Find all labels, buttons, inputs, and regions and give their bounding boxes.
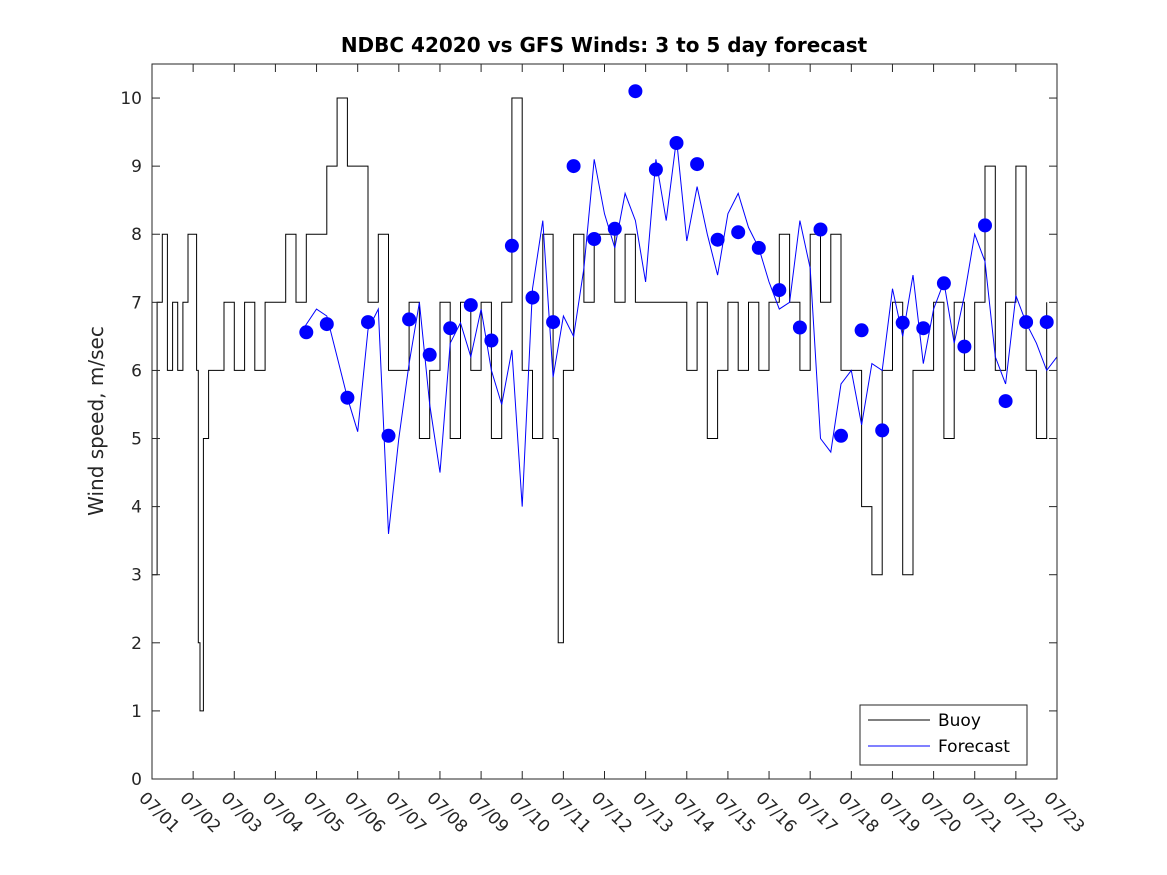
forecast-marker: [628, 84, 643, 99]
forecast-marker: [1019, 315, 1034, 330]
forecast-marker: [834, 428, 848, 443]
series-line-forecast: [302, 138, 1058, 534]
forecast-marker: [484, 333, 499, 348]
y-tick-label: 0: [131, 770, 142, 790]
forecast-marker: [504, 238, 519, 253]
y-tick-label: 2: [131, 634, 142, 654]
series-line-buoy: [152, 97, 1048, 712]
forecast-marker: [813, 222, 828, 237]
forecast-marker: [340, 390, 355, 405]
forecast-marker: [690, 157, 705, 172]
forecast-marker: [669, 136, 684, 150]
y-tick-label: 1: [131, 702, 142, 722]
legend-box: [859, 704, 1028, 766]
chart-title: NDBC 42020 vs GFS Winds: 3 to 5 day fore…: [341, 33, 868, 57]
forecast-marker: [546, 315, 561, 330]
forecast-marker: [525, 290, 540, 305]
forecast-marker: [648, 162, 663, 177]
forecast-marker: [957, 339, 972, 354]
y-tick-label: 9: [131, 157, 142, 177]
forecast-marker: [319, 317, 334, 332]
forecast-marker: [1039, 315, 1054, 330]
y-tick-label: 4: [131, 498, 142, 518]
forecast-marker: [731, 225, 746, 240]
y-tick-label: 3: [131, 566, 142, 586]
forecast-marker: [607, 221, 622, 236]
y-tick-label: 8: [131, 225, 142, 245]
forecast-marker: [443, 321, 458, 336]
forecast-marker: [792, 320, 807, 335]
y-tick-label: 7: [131, 293, 142, 313]
forecast-marker: [361, 315, 375, 330]
forecast-marker: [854, 323, 869, 338]
forecast-marker: [772, 283, 787, 298]
forecast-marker: [875, 423, 890, 438]
forecast-marker: [402, 312, 417, 327]
y-tick-label: 5: [131, 430, 142, 450]
forecast-marker: [463, 298, 478, 313]
forecast-marker: [936, 276, 951, 291]
forecast-marker: [751, 240, 766, 255]
plot-area: [152, 64, 1057, 779]
forecast-marker: [381, 428, 396, 443]
forecast-marker: [587, 232, 602, 246]
forecast-marker: [710, 232, 725, 247]
forecast-marker: [566, 159, 581, 174]
legend-label-forecast: Forecast: [938, 737, 1010, 757]
forecast-marker: [978, 218, 992, 233]
y-tick-label: 10: [120, 89, 142, 109]
legend: Buoy Forecast: [859, 704, 1028, 766]
y-axis-label: Wind speed, m/sec: [84, 326, 108, 516]
forecast-marker: [895, 315, 910, 330]
forecast-marker: [998, 394, 1013, 409]
forecast-marker: [299, 325, 314, 340]
y-tick-label: 6: [131, 361, 142, 381]
forecast-marker: [422, 347, 437, 362]
forecast-marker: [916, 321, 931, 336]
legend-label-buoy: Buoy: [938, 711, 981, 731]
series-layer: [152, 84, 1058, 712]
